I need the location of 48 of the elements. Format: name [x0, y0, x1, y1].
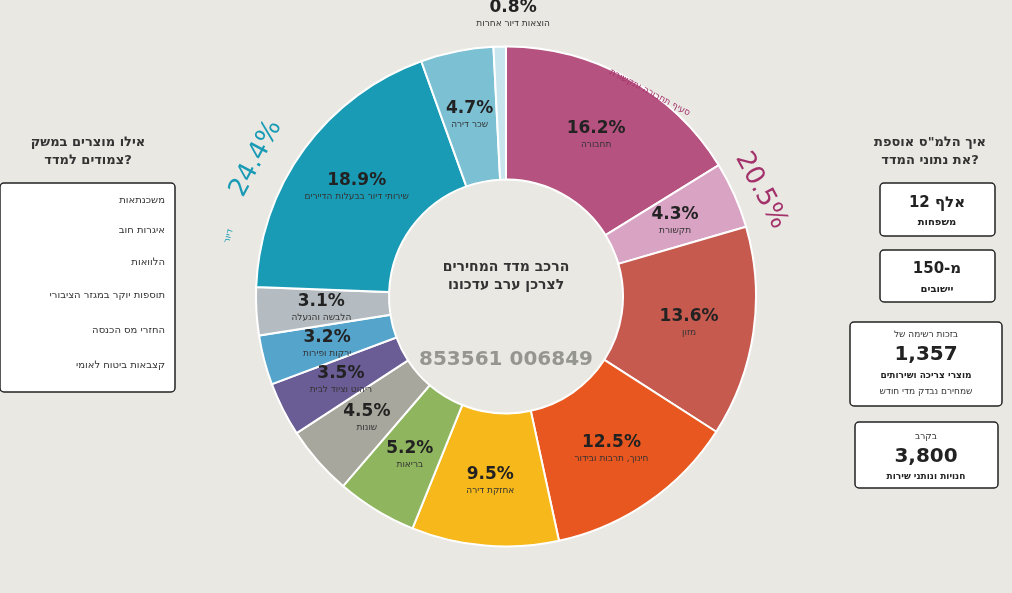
text: משפחות — [917, 216, 957, 227]
data-label: 4.7% — [446, 97, 494, 118]
slice-label: מזון — [682, 327, 697, 338]
text: בזכות רשימה של — [893, 329, 959, 339]
data-label: 13.6% — [659, 305, 719, 326]
text: אילו מוצרים במשק צמודים למדד? — [30, 134, 146, 167]
data-label: 3.2% — [303, 325, 351, 346]
text: חנויות ונותני שירות — [886, 471, 966, 481]
text: מ-150 — [912, 259, 962, 277]
text: סעיף תחבורה ותקשורת — [607, 66, 693, 118]
text: בקרב — [915, 431, 937, 441]
slice-label: שירותי דיור בבעלות הדיירים — [304, 191, 409, 202]
slice-label: תחבורה — [580, 138, 612, 149]
slice-label: אחזקת דירה — [466, 484, 515, 495]
data-label: 3.5% — [317, 361, 365, 382]
text: שמחירם נבדק מדי חודש — [879, 386, 973, 396]
data-label: 9.5% — [466, 462, 514, 483]
text: קצבאות ביטוח לאומי — [75, 359, 165, 370]
text: דיור — [221, 227, 235, 245]
slice-label: תקשורת — [659, 225, 692, 236]
text: 12 אלף — [908, 193, 966, 211]
slice-label: הוצאות דיור אחרות — [476, 17, 551, 28]
text: איגרות חוב — [118, 224, 165, 235]
text: איך הלמ"ס אוספת את נתוני המדד? — [874, 134, 986, 167]
data-label: 3.1% — [297, 289, 345, 310]
text: 1,357 — [894, 341, 958, 365]
text: משכנתאות — [119, 194, 165, 205]
text: מוצרי צריכה ושירותים — [880, 370, 972, 380]
slice-label: בריאות — [396, 458, 424, 469]
slice-label: הלבשה והנעלה — [291, 311, 352, 322]
slice-label: חינוך, תרבות ובידור — [574, 452, 649, 463]
data-label: 12.5% — [581, 430, 641, 451]
text: 853561 006849 — [419, 345, 593, 370]
data-label: 4.3% — [651, 203, 699, 224]
text: יישובים — [920, 283, 954, 294]
slice-label: שונות — [356, 422, 378, 433]
data-label: 4.5% — [343, 400, 391, 421]
slice-label: שכר דירה — [451, 119, 489, 130]
text: הלוואות — [131, 256, 165, 267]
slice-label: ירקות ופירות — [302, 347, 352, 358]
text: הרכב מדד המחירים לצרכן ערב עדכונו — [442, 257, 570, 292]
data-label: 16.2% — [566, 116, 626, 137]
slice-label: ריהוט וציוד לבית — [309, 383, 373, 394]
data-label: 5.2% — [386, 436, 434, 457]
text: החזרי מס הכנסה — [92, 324, 165, 335]
data-label: 18.9% — [327, 169, 387, 190]
text: תוספות יוקר במגזר הציבורי — [49, 289, 165, 300]
text: 3,800 — [894, 443, 958, 467]
